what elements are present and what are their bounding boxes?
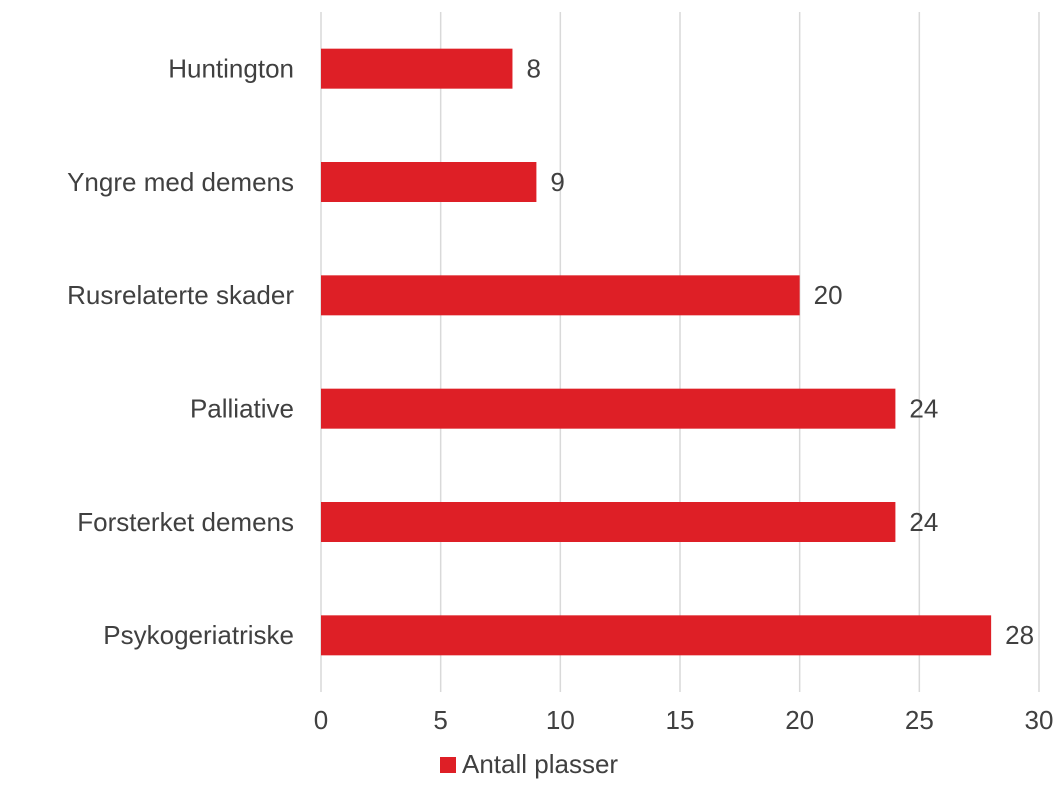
x-tick-label: 0 (314, 705, 328, 735)
legend-label: Antall plasser (462, 749, 618, 779)
legend-swatch (440, 757, 456, 773)
y-tick-label: Rusrelaterte skader (67, 280, 294, 310)
y-tick-label: Palliative (190, 394, 294, 424)
x-tick-label: 25 (905, 705, 934, 735)
x-tick-label: 30 (1025, 705, 1054, 735)
y-tick-label: Psykogeriatriske (103, 620, 294, 650)
data-label: 24 (909, 394, 938, 424)
x-tick-label: 5 (433, 705, 447, 735)
y-tick-label: Yngre med demens (67, 167, 294, 197)
data-label: 24 (909, 507, 938, 537)
data-label: 8 (526, 54, 540, 84)
bar (321, 275, 800, 316)
x-tick-label: 20 (785, 705, 814, 735)
bar (321, 48, 513, 89)
y-tick-label: Forsterket demens (77, 507, 294, 537)
x-tick-label: 15 (666, 705, 695, 735)
y-tick-label: Huntington (168, 54, 294, 84)
data-label: 28 (1005, 620, 1034, 650)
bar (321, 615, 992, 656)
data-label: 20 (814, 280, 843, 310)
bar (321, 502, 896, 542)
bar (321, 162, 537, 202)
bar (321, 388, 896, 429)
data-label: 9 (550, 167, 564, 197)
x-tick-label: 10 (546, 705, 575, 735)
